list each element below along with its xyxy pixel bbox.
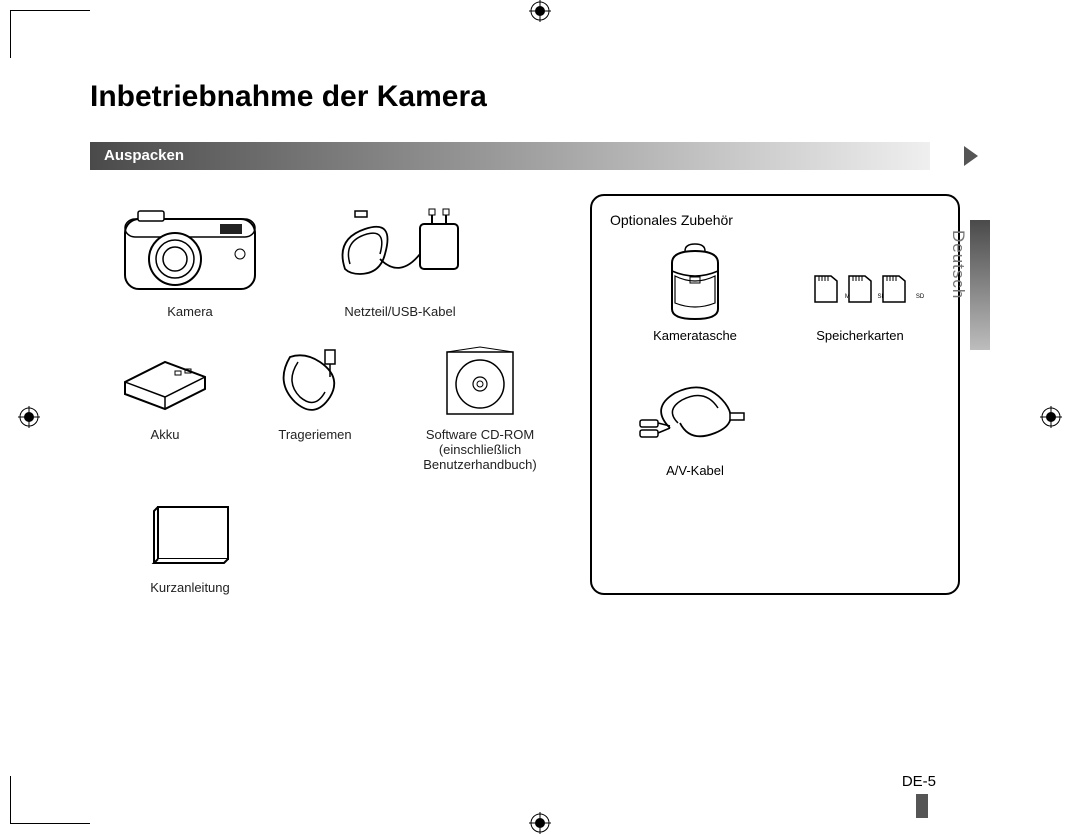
strap-icon xyxy=(240,337,390,427)
page-title: Inbetriebnahme der Kamera xyxy=(90,80,990,114)
item-adapter: Netzteil/USB-Kabel xyxy=(290,194,510,319)
optional-row: A/V-Kabel xyxy=(610,363,940,478)
sd-card-label: SD xyxy=(907,294,933,300)
item-strap: Trageriemen xyxy=(240,337,390,472)
item-row: Akku Trageriemen xyxy=(90,337,570,472)
av-cable-icon xyxy=(610,363,780,463)
item-row: Kamera xyxy=(90,194,570,319)
item-row: Kurzanleitung xyxy=(90,490,570,595)
optional-row: Kameratasche MMC SDHC xyxy=(610,238,940,343)
item-guide: Kurzanleitung xyxy=(90,490,290,595)
crop-mark-bottom-left xyxy=(10,776,90,824)
item-label: (einschließlich xyxy=(390,442,570,457)
registration-mark-bottom xyxy=(529,812,551,834)
content-area: Kamera xyxy=(90,194,990,595)
sd-card-icon: MMC xyxy=(813,272,839,304)
item-label: Kamera xyxy=(90,304,290,319)
registration-mark-right xyxy=(1040,406,1062,428)
item-label: Trageriemen xyxy=(240,427,390,442)
page-number: DE-5 xyxy=(902,773,936,790)
item-memory-cards: MMC SDHC SD Speicherkarten xyxy=(780,238,940,343)
side-tab xyxy=(970,220,990,350)
item-label: A/V-Kabel xyxy=(610,463,780,478)
memory-cards-icon: MMC SDHC SD xyxy=(780,238,940,328)
item-label: Kurzanleitung xyxy=(90,580,290,595)
item-label: Netzteil/USB-Kabel xyxy=(290,304,510,319)
item-battery: Akku xyxy=(90,337,240,472)
case-icon xyxy=(610,238,780,328)
item-label: Akku xyxy=(90,427,240,442)
crop-mark-top-left xyxy=(10,10,90,58)
item-case: Kameratasche xyxy=(610,238,780,343)
page-marker xyxy=(916,794,928,818)
optional-accessories-box: Optionales Zubehör Kameratasche xyxy=(590,194,960,595)
item-label: Software CD-ROM xyxy=(390,427,570,442)
language-label: Deutsch xyxy=(948,230,968,299)
item-label: Kameratasche xyxy=(610,328,780,343)
registration-mark-top xyxy=(529,0,551,22)
banner-label: Auspacken xyxy=(90,142,960,170)
item-label: Benutzerhandbuch) xyxy=(390,457,570,472)
sd-card-icon: SD xyxy=(881,272,907,304)
registration-mark-left xyxy=(18,406,40,428)
section-banner: Auspacken xyxy=(90,142,960,170)
camera-icon xyxy=(90,194,290,304)
included-items: Kamera xyxy=(90,194,570,595)
item-av-cable: A/V-Kabel xyxy=(610,363,780,478)
adapter-icon xyxy=(290,194,510,304)
guide-icon xyxy=(90,490,290,580)
banner-arrow-icon xyxy=(964,146,978,166)
battery-icon xyxy=(90,337,240,427)
optional-title: Optionales Zubehör xyxy=(610,212,940,228)
cdrom-icon xyxy=(390,337,570,427)
item-cdrom: Software CD-ROM (einschließlich Benutzer… xyxy=(390,337,570,472)
item-camera: Kamera xyxy=(90,194,290,319)
page-content: Inbetriebnahme der Kamera Auspacken xyxy=(90,80,990,780)
sd-card-icon: SDHC xyxy=(847,272,873,304)
item-label: Speicherkarten xyxy=(780,328,940,343)
